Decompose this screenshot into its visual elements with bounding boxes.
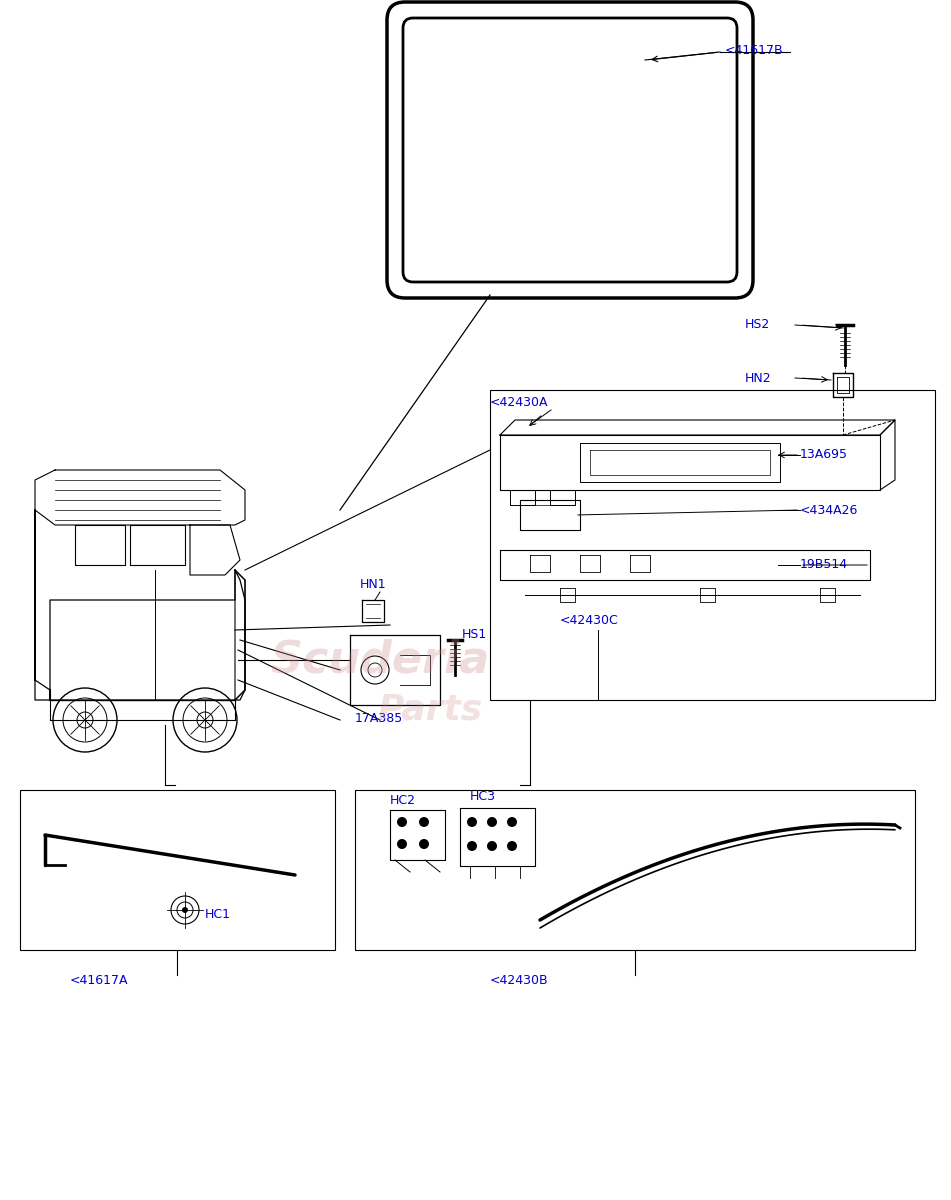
Bar bbox=[490, 390, 935, 700]
Text: HS2: HS2 bbox=[745, 318, 770, 331]
Circle shape bbox=[467, 841, 477, 851]
Text: <42430C: <42430C bbox=[560, 613, 619, 626]
Text: <42430A: <42430A bbox=[490, 396, 549, 409]
Text: Scuderia: Scuderia bbox=[270, 638, 490, 682]
Circle shape bbox=[487, 841, 497, 851]
Text: <434A26: <434A26 bbox=[800, 504, 859, 516]
Text: HN1: HN1 bbox=[360, 578, 387, 592]
Circle shape bbox=[507, 817, 517, 827]
Circle shape bbox=[397, 839, 407, 850]
Circle shape bbox=[419, 839, 429, 850]
Circle shape bbox=[467, 817, 477, 827]
Circle shape bbox=[182, 907, 188, 913]
Text: HC2: HC2 bbox=[390, 793, 416, 806]
Text: 17A385: 17A385 bbox=[355, 712, 403, 725]
Circle shape bbox=[507, 841, 517, 851]
Bar bbox=[355, 790, 915, 950]
Circle shape bbox=[397, 817, 407, 827]
Text: HC3: HC3 bbox=[470, 791, 496, 804]
Text: 19B514: 19B514 bbox=[800, 558, 848, 571]
Text: 13A695: 13A695 bbox=[800, 449, 848, 462]
Text: <42430B: <42430B bbox=[490, 973, 549, 986]
Text: HS1: HS1 bbox=[462, 629, 487, 642]
Circle shape bbox=[419, 817, 429, 827]
Text: HN2: HN2 bbox=[745, 372, 771, 384]
Bar bbox=[20, 790, 335, 950]
Text: Parts: Parts bbox=[378, 692, 482, 727]
Text: <41617A: <41617A bbox=[70, 973, 128, 986]
Text: <41617B: <41617B bbox=[725, 43, 784, 56]
Text: HC1: HC1 bbox=[205, 908, 231, 922]
Circle shape bbox=[487, 817, 497, 827]
